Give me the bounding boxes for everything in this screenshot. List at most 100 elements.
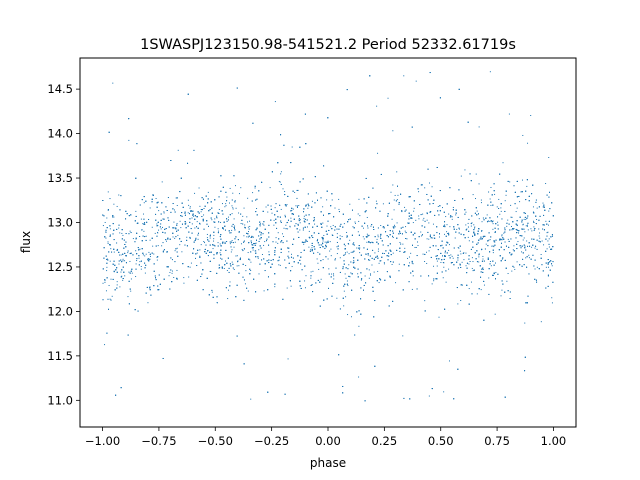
data-point xyxy=(118,260,120,262)
data-point xyxy=(277,260,279,262)
data-point xyxy=(478,183,480,185)
data-point xyxy=(510,204,512,206)
data-point xyxy=(336,297,338,299)
data-point xyxy=(139,261,141,263)
data-point xyxy=(403,251,405,253)
data-point xyxy=(451,255,453,257)
data-point xyxy=(113,216,115,218)
data-point xyxy=(286,222,288,224)
data-point xyxy=(413,210,415,212)
data-point xyxy=(415,219,417,221)
data-point xyxy=(497,228,499,230)
data-point xyxy=(547,224,549,226)
data-point xyxy=(483,280,485,282)
data-point xyxy=(398,203,400,205)
data-point xyxy=(284,259,286,261)
data-point xyxy=(536,239,538,241)
data-point xyxy=(298,205,300,207)
data-point xyxy=(271,212,273,214)
data-point xyxy=(426,251,427,253)
data-point xyxy=(433,280,435,282)
data-point xyxy=(531,193,533,195)
data-point xyxy=(342,266,344,268)
data-point xyxy=(448,360,450,362)
data-point xyxy=(132,238,134,240)
data-point xyxy=(267,289,269,291)
data-point xyxy=(107,241,109,243)
data-point xyxy=(105,290,107,292)
data-point xyxy=(382,244,384,246)
data-point xyxy=(315,282,317,284)
data-point xyxy=(499,238,501,240)
data-point xyxy=(452,206,454,208)
data-point xyxy=(404,210,406,212)
data-point xyxy=(343,243,345,245)
data-point xyxy=(478,218,480,220)
data-point xyxy=(449,216,451,218)
data-point xyxy=(551,302,553,304)
data-point xyxy=(298,218,300,220)
data-point xyxy=(259,224,261,226)
data-point xyxy=(171,272,173,274)
data-point xyxy=(426,238,428,240)
data-point xyxy=(402,335,404,337)
data-point xyxy=(204,242,206,244)
data-point xyxy=(155,197,157,199)
data-point xyxy=(104,344,106,346)
data-point xyxy=(144,262,146,264)
data-point xyxy=(507,290,509,292)
data-point xyxy=(323,234,325,236)
data-point xyxy=(446,231,448,233)
data-point xyxy=(243,241,245,243)
data-point xyxy=(352,226,354,228)
data-point xyxy=(436,260,438,262)
data-point xyxy=(190,262,192,264)
data-point xyxy=(246,236,248,238)
data-point xyxy=(116,284,118,286)
data-point xyxy=(156,231,158,233)
data-point xyxy=(382,252,384,254)
data-point xyxy=(535,199,537,201)
data-point xyxy=(344,245,346,247)
data-point xyxy=(162,251,164,253)
data-point xyxy=(216,253,218,255)
data-point xyxy=(350,272,352,274)
data-point xyxy=(338,228,340,230)
data-point xyxy=(338,208,340,210)
data-point xyxy=(162,218,164,220)
data-point xyxy=(238,193,240,195)
data-point xyxy=(547,274,549,276)
data-point xyxy=(360,279,362,281)
data-point xyxy=(175,227,177,229)
data-point xyxy=(481,238,483,240)
data-point xyxy=(372,249,374,251)
data-point xyxy=(112,82,114,84)
data-point xyxy=(294,191,296,193)
data-point xyxy=(459,250,461,252)
data-point xyxy=(169,271,171,273)
data-point xyxy=(541,240,543,242)
data-point xyxy=(305,239,307,241)
data-point xyxy=(280,183,282,185)
data-point xyxy=(196,221,198,223)
data-point xyxy=(465,211,467,213)
data-point xyxy=(352,243,354,245)
data-point xyxy=(275,222,277,224)
data-point xyxy=(251,235,253,237)
data-point xyxy=(287,358,289,360)
data-point xyxy=(173,221,175,223)
data-point xyxy=(513,185,515,187)
data-point xyxy=(290,285,292,287)
data-point xyxy=(175,228,177,230)
data-point xyxy=(527,245,529,247)
data-point xyxy=(463,259,465,261)
data-point xyxy=(225,205,227,207)
data-point xyxy=(233,268,235,270)
data-point xyxy=(519,201,521,203)
data-point xyxy=(481,230,483,232)
data-point xyxy=(482,271,484,273)
data-point xyxy=(234,229,236,231)
data-point xyxy=(120,254,122,256)
data-point xyxy=(320,244,322,246)
data-point xyxy=(417,245,419,247)
